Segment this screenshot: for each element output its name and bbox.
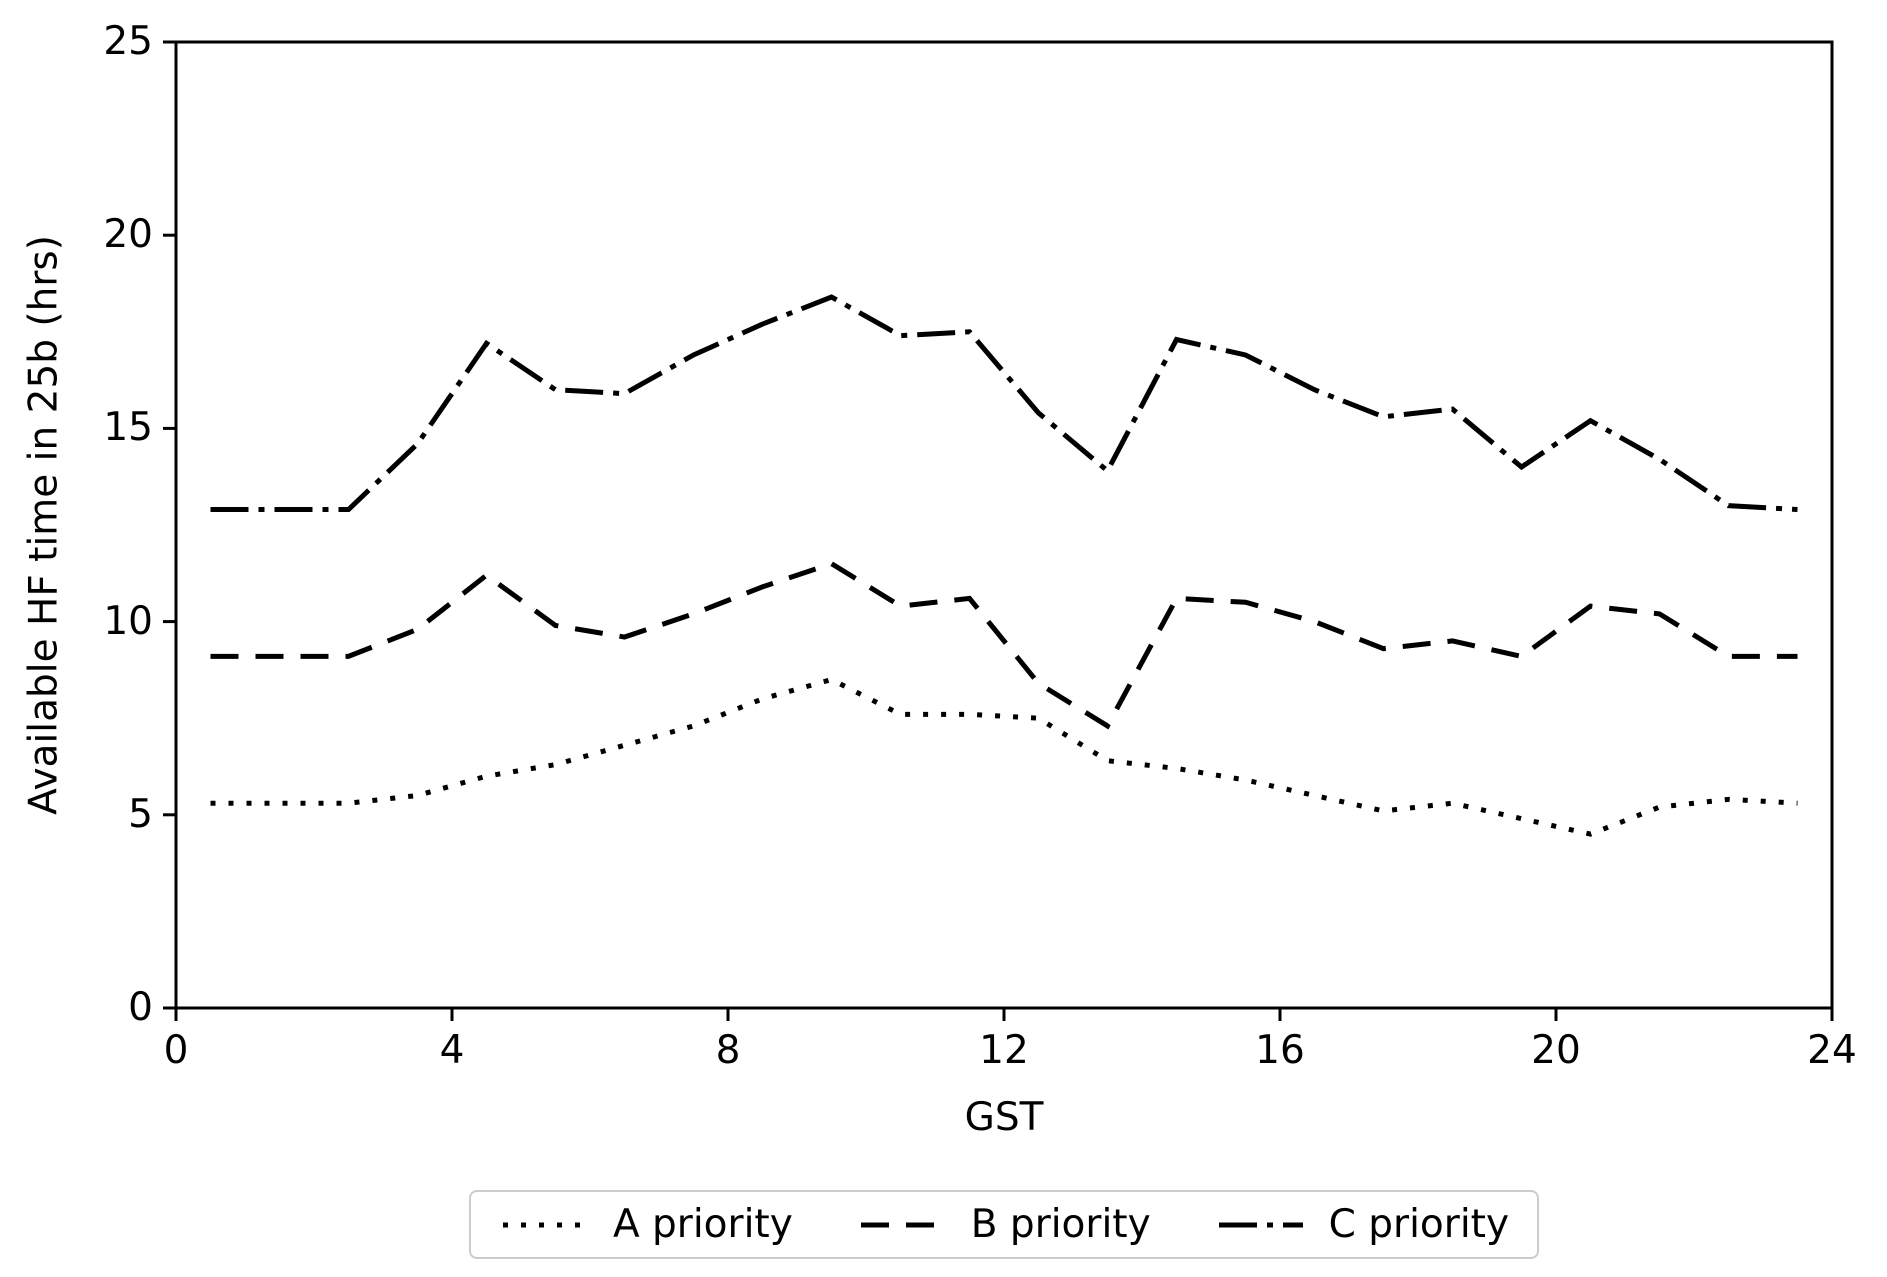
y-tick-label: 0 — [128, 985, 153, 1030]
legend-sample-dashdot-line — [1218, 1222, 1303, 1227]
legend-label-a-priority: A priority — [612, 1202, 793, 1247]
plot-border — [174, 40, 1834, 1010]
series-line-a-priority — [210, 676, 1798, 837]
legend: A priority B priority C priority — [176, 1190, 1832, 1259]
x-tick-label: 4 — [439, 1028, 465, 1073]
legend-item-b-priority: B priority — [857, 1202, 1151, 1247]
legend-box: A priority B priority C priority — [468, 1190, 1540, 1259]
legend-sample-dashed-line — [860, 1222, 945, 1227]
y-tick-label: 15 — [103, 405, 153, 451]
x-tick-label: 0 — [163, 1028, 189, 1073]
legend-sample-dotted-line — [502, 1222, 587, 1227]
series-line-c-priority — [210, 294, 1798, 513]
x-tick-label: 12 — [979, 1028, 1029, 1073]
y-axis-label: Available HF time in 25b (hrs) — [21, 235, 67, 815]
x-tick-label: 20 — [1531, 1028, 1581, 1073]
legend-label-c-priority: C priority — [1328, 1202, 1510, 1247]
legend-item-a-priority: A priority — [499, 1202, 793, 1247]
legend-item-c-priority: C priority — [1215, 1202, 1509, 1247]
x-tick-label: 16 — [1255, 1028, 1305, 1073]
x-tick-label: 8 — [715, 1028, 741, 1073]
series-line-b-priority — [210, 560, 1798, 730]
x-axis-label: GST — [964, 1095, 1044, 1140]
y-tick-label: 25 — [103, 19, 153, 64]
legend-label-b-priority: B priority — [970, 1202, 1151, 1247]
y-tick-label: 10 — [103, 598, 153, 644]
y-tick-label: 20 — [103, 212, 153, 258]
x-tick-label: 24 — [1807, 1028, 1857, 1073]
y-tick-label: 5 — [128, 791, 153, 837]
